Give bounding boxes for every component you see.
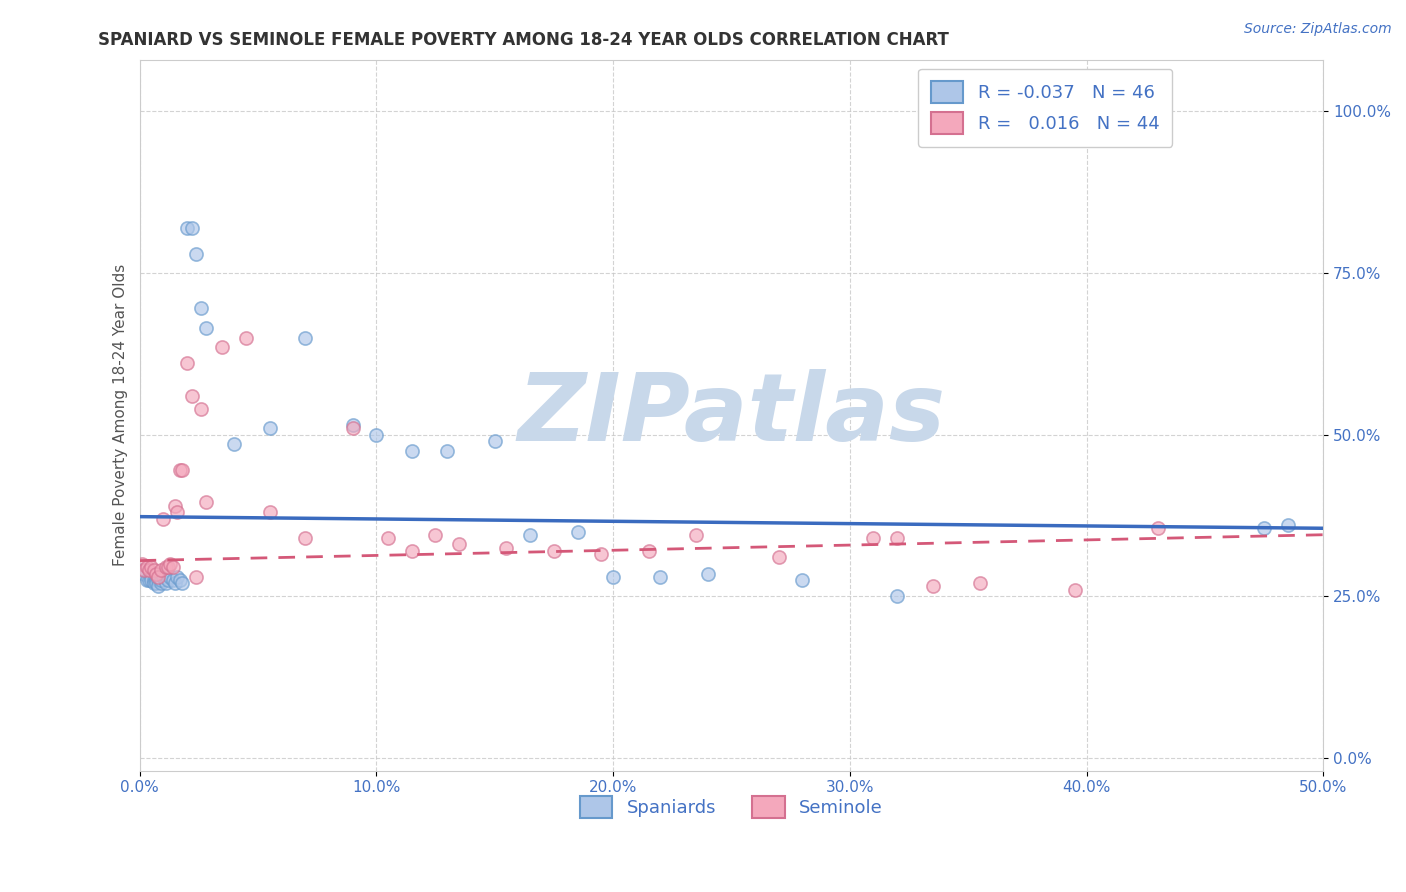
Point (180, 220, 202, 235)
Point (172, 463, 194, 477)
Point (969, 576, 991, 591)
Point (148, 570, 170, 584)
Point (142, 576, 165, 591)
Point (768, 550, 790, 565)
Point (156, 573, 179, 587)
Point (1063, 582, 1085, 597)
Point (169, 463, 191, 477)
Point (145, 576, 167, 591)
Point (166, 570, 188, 584)
Point (792, 573, 814, 587)
Point (159, 557, 181, 571)
Point (149, 576, 172, 591)
Text: SPANIARD VS SEMINOLE FEMALE POVERTY AMONG 18-24 YEAR OLDS CORRELATION CHART: SPANIARD VS SEMINOLE FEMALE POVERTY AMON… (98, 31, 949, 49)
Point (484, 434, 506, 448)
Point (194, 495, 217, 509)
Point (495, 541, 517, 555)
Point (259, 421, 281, 435)
Point (650, 570, 672, 584)
Point (696, 566, 718, 581)
Point (176, 220, 198, 235)
Point (155, 576, 177, 591)
Point (180, 389, 202, 403)
Point (602, 570, 624, 584)
Point (131, 557, 153, 571)
Point (142, 573, 165, 587)
Point (449, 537, 471, 551)
Point (342, 417, 364, 432)
Point (159, 570, 181, 584)
Point (155, 560, 177, 574)
Point (149, 563, 172, 577)
Point (921, 579, 943, 593)
Point (152, 570, 174, 584)
Point (141, 560, 163, 574)
Point (166, 505, 188, 519)
Point (436, 443, 458, 458)
Point (131, 563, 153, 577)
Point (366, 427, 388, 442)
Point (135, 573, 157, 587)
Point (152, 511, 174, 525)
Point (543, 544, 565, 558)
Point (162, 573, 184, 587)
Point (637, 544, 659, 558)
Point (685, 527, 707, 541)
Point (235, 330, 257, 344)
Point (1253, 521, 1275, 535)
Point (567, 524, 589, 539)
Point (862, 531, 884, 545)
Legend: Spaniards, Seminole: Spaniards, Seminole (572, 789, 890, 826)
Point (886, 589, 908, 603)
Point (186, 570, 208, 584)
Point (138, 573, 160, 587)
Point (1146, 521, 1168, 535)
Point (156, 560, 179, 574)
Point (342, 421, 364, 435)
Point (194, 321, 217, 335)
Point (142, 563, 165, 577)
Point (152, 566, 174, 581)
Point (135, 560, 157, 574)
Point (134, 566, 156, 581)
Point (294, 531, 316, 545)
Point (163, 499, 186, 513)
Point (401, 443, 423, 458)
Point (591, 547, 613, 561)
Point (224, 437, 246, 451)
Point (141, 570, 163, 584)
Point (163, 576, 186, 591)
Point (149, 573, 172, 587)
Point (294, 330, 316, 344)
Point (519, 527, 541, 541)
Point (190, 401, 212, 416)
Point (377, 531, 399, 545)
Point (186, 246, 208, 260)
Point (259, 505, 281, 519)
Point (211, 340, 233, 354)
Point (886, 531, 908, 545)
Point (425, 527, 447, 541)
Point (176, 356, 198, 370)
Text: Source: ZipAtlas.com: Source: ZipAtlas.com (1244, 22, 1392, 37)
Point (401, 544, 423, 558)
Text: ZIPatlas: ZIPatlas (517, 369, 945, 461)
Point (169, 573, 191, 587)
Point (148, 573, 170, 587)
Point (190, 301, 212, 316)
Point (145, 573, 167, 587)
Point (1277, 518, 1299, 533)
Point (148, 579, 170, 593)
Point (162, 560, 184, 574)
Point (145, 566, 167, 581)
Point (138, 563, 160, 577)
Y-axis label: Female Poverty Among 18-24 Year Olds: Female Poverty Among 18-24 Year Olds (114, 264, 128, 566)
Point (172, 576, 194, 591)
Point (141, 573, 163, 587)
Point (134, 563, 156, 577)
